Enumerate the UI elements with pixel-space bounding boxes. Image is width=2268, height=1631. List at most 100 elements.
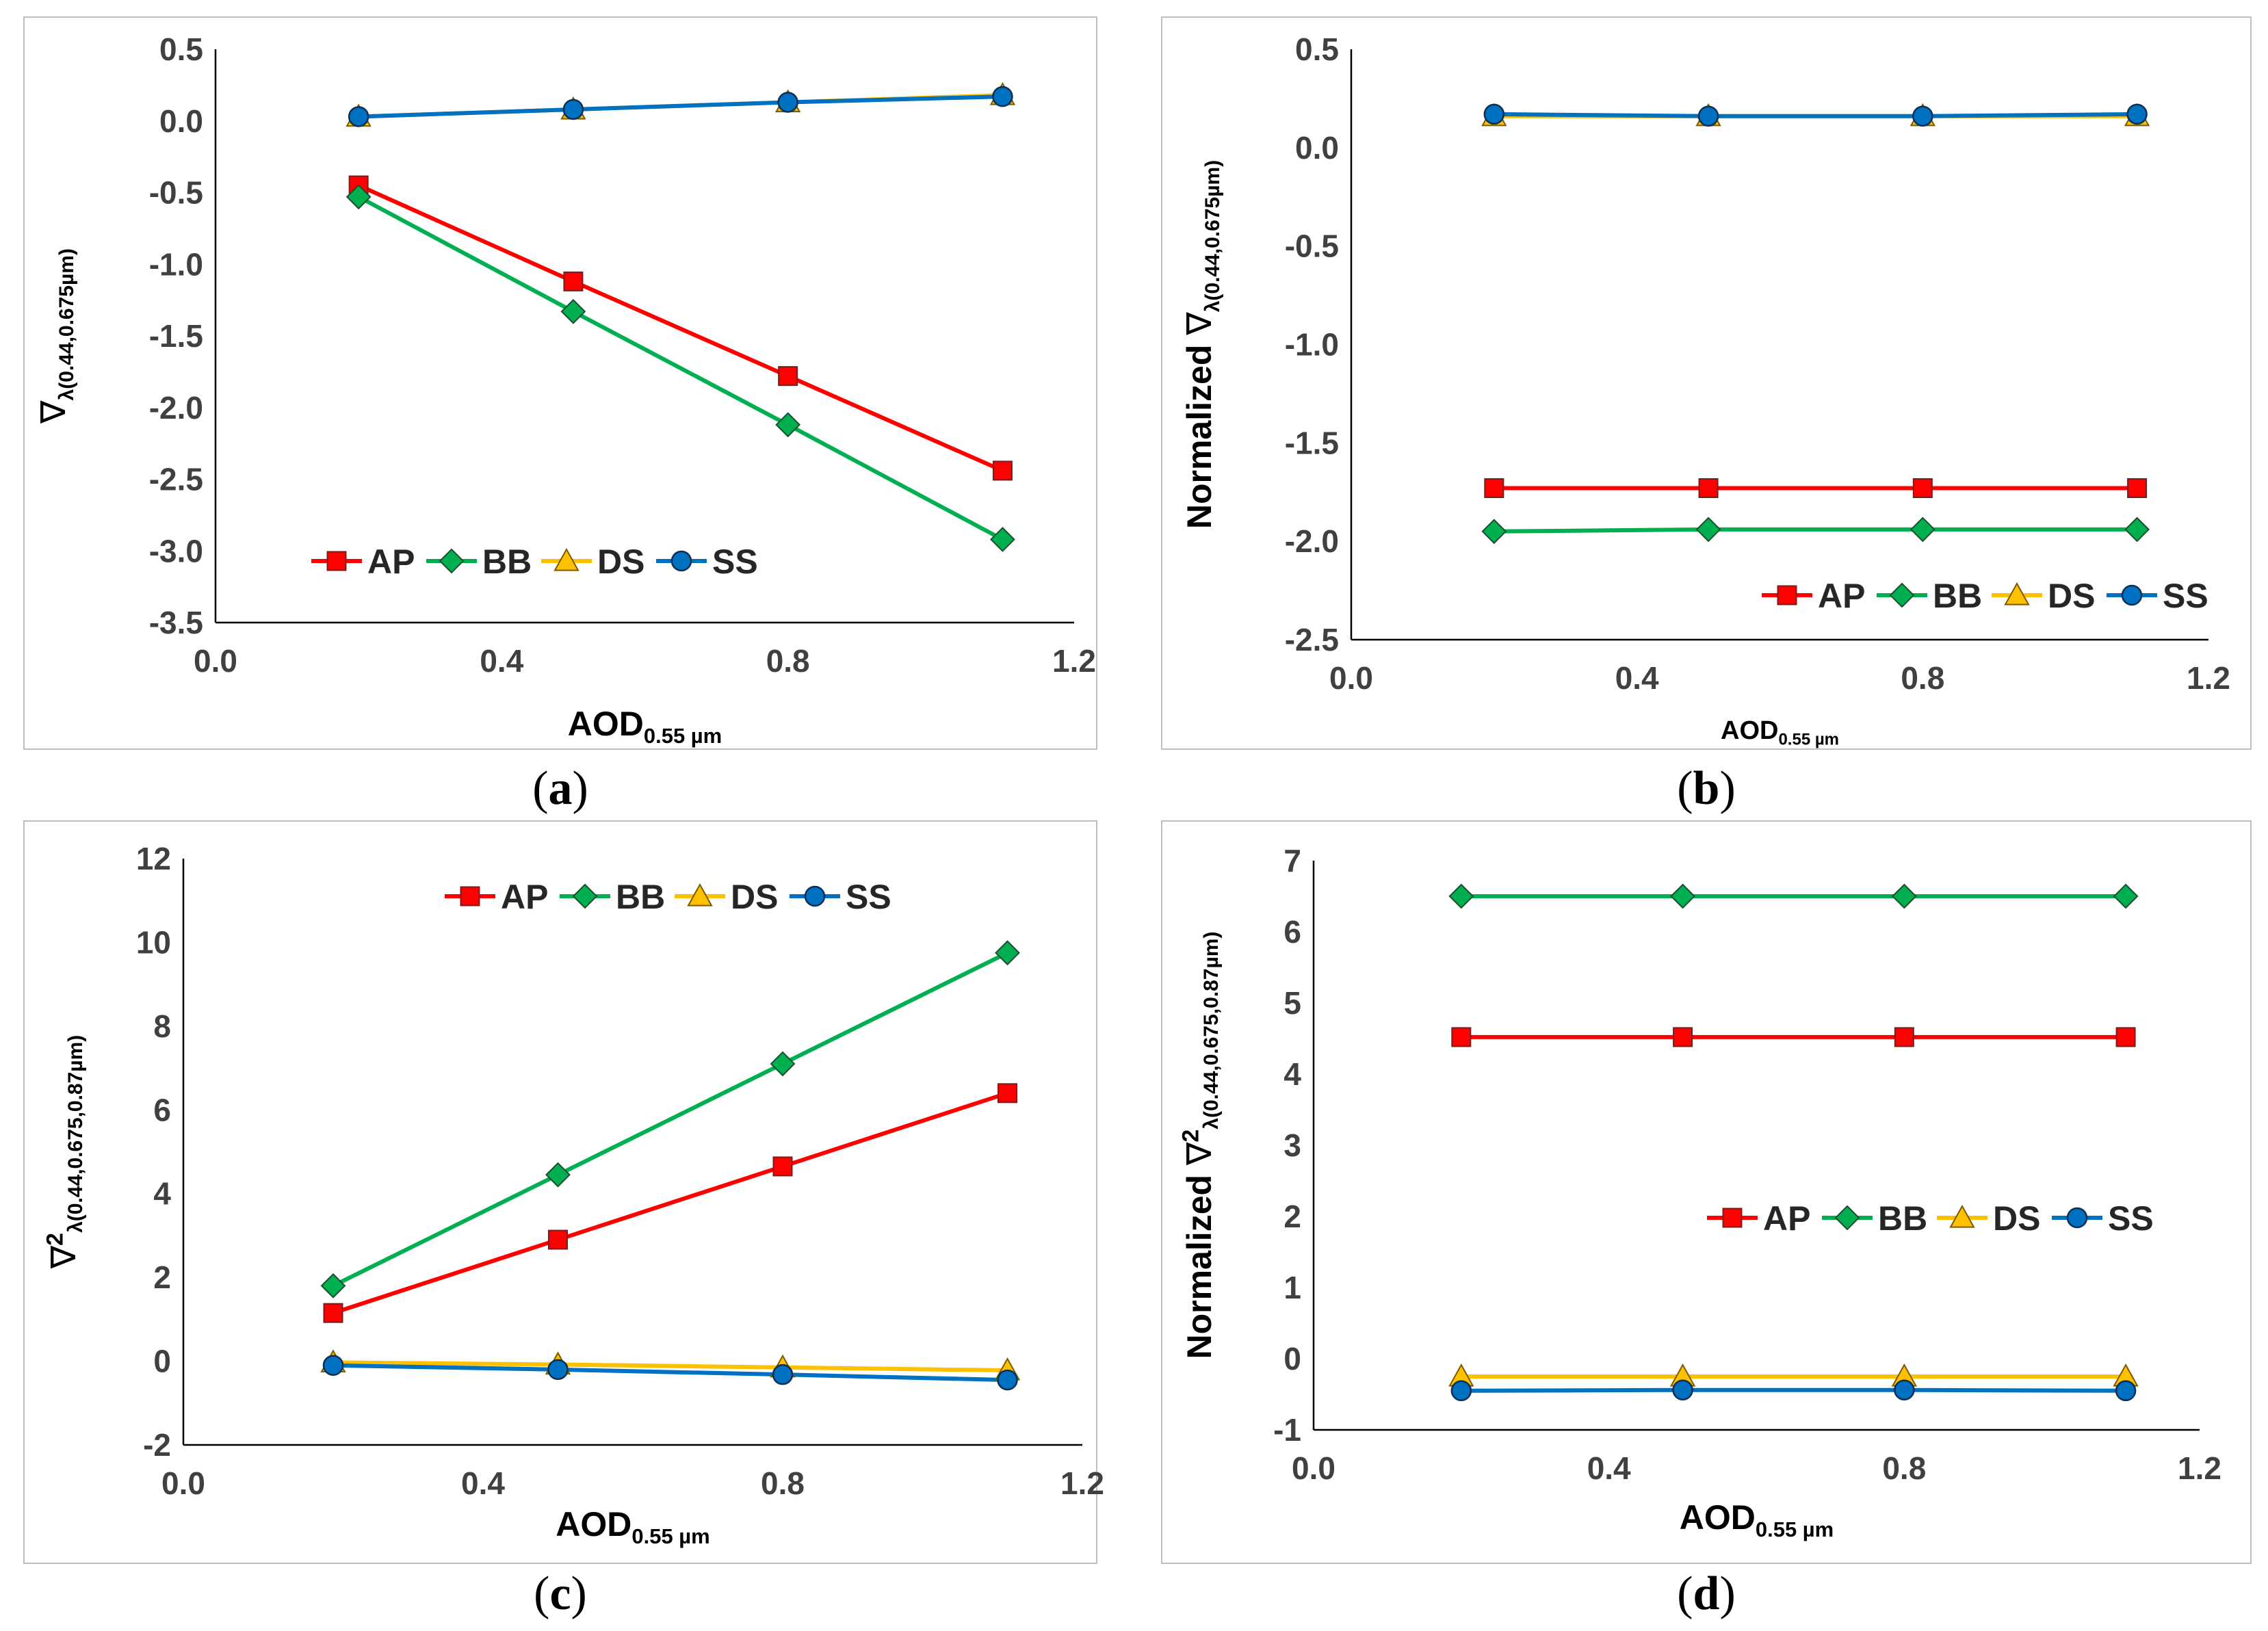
series-line-ss <box>359 94 1003 119</box>
x-axis-title: AOD0.55 µm <box>1721 716 1839 748</box>
data-point-ap <box>1894 1027 1914 1047</box>
legend-marker-ds <box>1949 1204 1975 1228</box>
legend: AP BB DS SS <box>311 543 758 581</box>
data-point-ap <box>548 1229 568 1250</box>
panel-caption: (b) <box>1677 762 1736 815</box>
legend-label-ap: AP <box>367 543 415 581</box>
legend-label-ds: DS <box>731 878 778 916</box>
chart-panel-a: 0.50.0-0.5-1.0-1.5-2.0-2.5-3.0-3.50.0 0.4… <box>23 16 1097 815</box>
data-point-ss <box>562 99 584 120</box>
chart-panel-c: 12 10 8 6 4 2 0 -20.0 0.4 0.8 1.2 AOD0.55 µm ∇2λ(0.4… <box>23 820 1104 1620</box>
y-axis-title: Normalized ∇2λ(0.44,0.675,0.87µm) <box>1177 932 1223 1359</box>
data-point-ap <box>2127 478 2148 498</box>
data-point-ss <box>2126 103 2148 125</box>
x-axis-title: AOD0.55 µm <box>1680 1498 1834 1541</box>
legend-label-ss: SS <box>2163 577 2208 615</box>
legend-label-ap: AP <box>1763 1199 1810 1238</box>
data-point-ap <box>323 1303 343 1323</box>
x-tick-label: 1.2 <box>2178 1450 2221 1486</box>
legend-marker-ss <box>2121 584 2143 606</box>
chart-frame <box>23 16 1097 750</box>
y-tick-label: 3 <box>1283 1127 1301 1163</box>
data-point-bb <box>1448 883 1474 909</box>
legend-marker-ap <box>1722 1208 1743 1228</box>
legend: AP BB DS SS <box>445 878 891 916</box>
data-point-ss <box>348 106 369 127</box>
legend-marker-ds <box>553 547 579 571</box>
y-tick-label: 0.0 <box>1295 130 1339 166</box>
x-axis-title: AOD0.55 µm <box>568 705 722 748</box>
x-tick-label: 1.2 <box>1052 643 1096 679</box>
y-tick-label: -1.5 <box>149 318 203 354</box>
data-point-ss <box>547 1359 569 1381</box>
legend-label-ss: SS <box>2108 1199 2154 1238</box>
y-axis-title: ∇λ(0.44,0.675µm) <box>34 248 78 424</box>
y-tick-label: -0.5 <box>149 175 203 211</box>
y-axis-title: ∇2λ(0.44,0.675,0.87µm) <box>42 1035 87 1270</box>
data-point-ss <box>1672 1379 1693 1401</box>
y-tick-label: 8 <box>153 1008 171 1044</box>
data-point-ap <box>998 1083 1017 1104</box>
x-tick-label: 1.2 <box>1060 1465 1104 1501</box>
y-tick-label: 0 <box>153 1344 171 1379</box>
y-tick-label: 10 <box>136 924 171 960</box>
data-point-bb <box>346 184 372 210</box>
legend-label-ap: AP <box>501 878 548 916</box>
y-tick-label: 2 <box>153 1260 171 1295</box>
data-point-ss <box>2115 1380 2137 1402</box>
data-point-bb <box>1909 517 1935 543</box>
legend-marker-ap <box>1777 585 1797 605</box>
data-point-bb <box>990 527 1015 552</box>
chart-frame <box>23 820 1097 1564</box>
panel-caption: (c) <box>534 1567 587 1620</box>
legend-marker-ds <box>2004 582 2030 605</box>
y-tick-label: 4 <box>153 1176 171 1212</box>
data-point-bb <box>995 940 1020 966</box>
panel-caption: (a) <box>532 762 588 815</box>
y-axis-title: Normalized ∇λ(0.44,0.675µm) <box>1180 160 1224 529</box>
y-tick-label: 0 <box>1283 1341 1301 1376</box>
data-point-bb <box>2124 517 2150 543</box>
y-tick-label: -2.0 <box>149 390 203 426</box>
y-tick-label: 0.5 <box>159 31 203 67</box>
data-point-ap <box>1451 1027 1472 1047</box>
x-tick-label: 0.4 <box>1587 1450 1631 1486</box>
legend-label-bb: BB <box>616 878 665 916</box>
chart-frame <box>1161 16 2252 750</box>
y-tick-label: -2 <box>143 1427 171 1463</box>
series-line-ss <box>1461 1387 2126 1393</box>
data-point-ap <box>778 366 798 387</box>
legend-label-ds: DS <box>597 543 644 581</box>
series-line-bb <box>1494 527 2137 534</box>
data-point-bb <box>320 1273 346 1299</box>
data-point-ss <box>772 1363 794 1385</box>
x-tick-label: 0.4 <box>1615 660 1659 696</box>
data-point-ss <box>777 92 798 113</box>
series-line-ss <box>1494 112 2137 118</box>
legend-marker-bb <box>1834 1205 1860 1231</box>
data-point-ss <box>1894 1379 1915 1401</box>
legend-marker-bb <box>572 883 598 909</box>
y-tick-label: -2.5 <box>149 462 203 497</box>
x-tick-label: 0.0 <box>161 1465 205 1501</box>
y-tick-label: 6 <box>1283 914 1301 950</box>
data-point-bb <box>1891 883 1917 909</box>
series-line-ap <box>357 183 1004 473</box>
y-tick-label: 0.0 <box>159 103 203 139</box>
y-tick-label: 1 <box>1283 1270 1301 1305</box>
y-tick-label: -1.5 <box>1285 425 1339 460</box>
legend-label-ap: AP <box>1818 577 1865 615</box>
data-point-ap <box>772 1156 793 1177</box>
y-tick-label: -3.5 <box>149 605 203 640</box>
legend-marker-bb <box>1889 582 1915 608</box>
legend-marker-ap <box>326 551 347 571</box>
y-tick-label: 4 <box>1283 1056 1301 1092</box>
legend: AP BB DS SS <box>1762 577 2208 615</box>
data-point-ap <box>1912 478 1933 498</box>
series-line-bb <box>332 951 1008 1288</box>
legend-label-bb: BB <box>1933 577 1982 615</box>
data-point-bb <box>560 298 586 324</box>
y-tick-label: -2.0 <box>1285 523 1339 559</box>
x-tick-label: 0.4 <box>461 1465 505 1501</box>
